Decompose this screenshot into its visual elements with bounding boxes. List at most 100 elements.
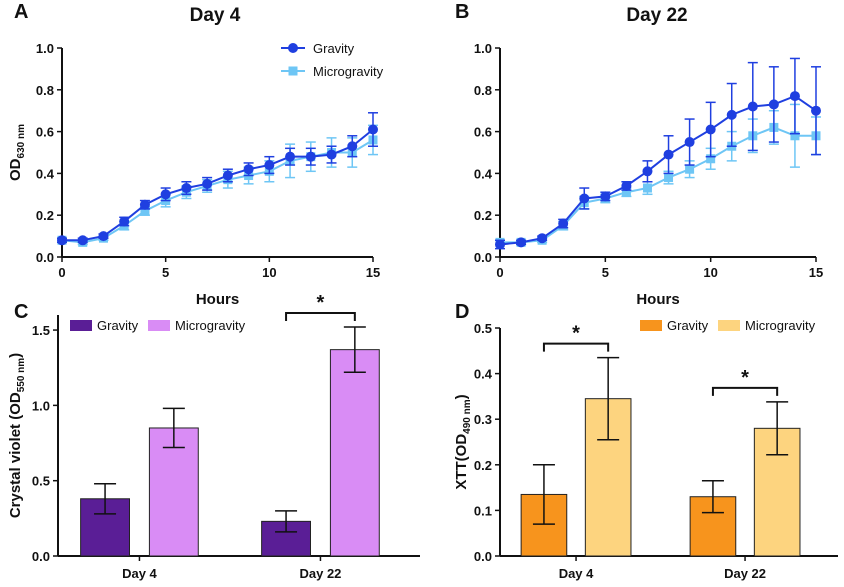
- y-tick-label: 0.4: [474, 166, 493, 181]
- marker: [140, 206, 150, 216]
- marker: [705, 124, 716, 135]
- y-axis-label: OD630 nm: [7, 124, 27, 181]
- marker: [368, 124, 378, 135]
- legend-label: Gravity: [667, 318, 709, 333]
- y-tick-label: 0.6: [36, 125, 54, 140]
- marker: [789, 91, 800, 102]
- marker: [139, 199, 150, 210]
- x-axis-label: Hours: [196, 291, 239, 308]
- y-tick-label: 0.0: [32, 549, 50, 564]
- chart-title: Day 22: [626, 5, 687, 26]
- marker: [664, 173, 674, 183]
- y-tick-label: 0.0: [36, 250, 54, 265]
- y-tick-label: 0.3: [474, 412, 492, 427]
- x-tick-label: 5: [162, 265, 169, 280]
- marker: [288, 66, 298, 76]
- series-line: [500, 126, 816, 244]
- error-bar: [532, 464, 555, 525]
- legend-swatch: [70, 320, 92, 331]
- marker: [811, 105, 821, 116]
- x-tick-label: 15: [809, 265, 823, 280]
- x-tick-label: 15: [366, 265, 380, 280]
- y-tick-label: 1.0: [474, 41, 492, 56]
- y-axis-label: Crystal violet (OD550 nm): [7, 353, 27, 518]
- error-bar: [597, 356, 620, 441]
- marker: [768, 99, 779, 110]
- marker: [642, 166, 653, 177]
- marker: [305, 151, 316, 162]
- legend-swatch: [640, 320, 662, 331]
- y-axis-label: XTT(OD490 nm): [453, 394, 473, 489]
- marker: [57, 235, 67, 246]
- y-tick-label: 0.0: [474, 250, 492, 265]
- marker: [181, 183, 192, 194]
- legend-label: Microgravity: [313, 64, 384, 79]
- marker: [264, 160, 275, 171]
- chart-title: Day 4: [190, 5, 241, 26]
- y-tick-label: 1.5: [32, 323, 50, 338]
- marker: [285, 151, 296, 162]
- significance-bracket: [285, 312, 356, 322]
- legend-label: Microgravity: [175, 318, 246, 333]
- significance-bracket: [542, 342, 610, 352]
- marker: [347, 141, 358, 152]
- legend-swatch: [148, 320, 170, 331]
- y-tick-label: 0.2: [474, 458, 492, 473]
- marker: [642, 183, 652, 193]
- x-tick-label: Day 22: [724, 566, 766, 581]
- series-line: [61, 139, 374, 244]
- marker: [77, 235, 88, 246]
- panel-letter: A: [14, 1, 28, 23]
- x-tick-label: Day 4: [122, 566, 157, 581]
- marker: [537, 233, 548, 244]
- y-axis-label-sub: 630 nm: [16, 124, 27, 159]
- marker: [202, 178, 213, 189]
- x-tick-label: 5: [602, 265, 609, 280]
- marker: [326, 149, 337, 160]
- x-tick-label: 10: [262, 265, 276, 280]
- series-line: [62, 128, 374, 242]
- y-tick-label: 1.0: [36, 41, 54, 56]
- y-axis-label-sub: 490 nm: [462, 399, 473, 434]
- y-tick-label: 0.6: [474, 125, 492, 140]
- legend-label: Gravity: [97, 318, 139, 333]
- x-tick-label: 0: [496, 265, 503, 280]
- y-tick-label: 0.8: [474, 83, 492, 98]
- error-bar: [162, 407, 185, 449]
- y-tick-label: 0.4: [36, 166, 55, 181]
- x-tick-label: 10: [703, 265, 717, 280]
- y-axis-label-end: ): [7, 353, 24, 358]
- panel-letter: B: [455, 1, 469, 23]
- marker: [495, 239, 505, 250]
- y-tick-label: 0.5: [32, 474, 50, 489]
- legend-label: Microgravity: [745, 318, 816, 333]
- legend-swatch: [718, 320, 740, 331]
- error-bar: [94, 482, 117, 515]
- marker: [600, 191, 611, 202]
- marker: [747, 101, 758, 112]
- marker: [621, 187, 631, 197]
- y-tick-label: 0.2: [474, 208, 492, 223]
- marker: [663, 149, 674, 160]
- series-line: [499, 94, 817, 246]
- x-tick-label: Day 22: [299, 566, 341, 581]
- marker: [243, 164, 254, 175]
- y-tick-label: 1.0: [32, 398, 50, 413]
- x-tick-label: Day 4: [559, 566, 594, 581]
- panel-letter: D: [455, 301, 469, 323]
- legend-label: Gravity: [313, 41, 355, 56]
- y-axis-label-main: XTT(OD: [453, 434, 470, 490]
- y-axis-label-end: ): [453, 394, 470, 399]
- significance-bracket: [711, 386, 779, 396]
- significance-label: *: [317, 292, 325, 314]
- marker: [288, 43, 298, 53]
- panel-letter: C: [14, 301, 28, 323]
- marker: [516, 237, 527, 248]
- error-bar: [701, 480, 724, 514]
- marker: [119, 216, 130, 227]
- error-bar: [766, 401, 789, 456]
- marker: [621, 180, 632, 191]
- y-tick-label: 0.4: [474, 367, 493, 382]
- error-bar: [343, 326, 366, 373]
- marker: [790, 131, 800, 141]
